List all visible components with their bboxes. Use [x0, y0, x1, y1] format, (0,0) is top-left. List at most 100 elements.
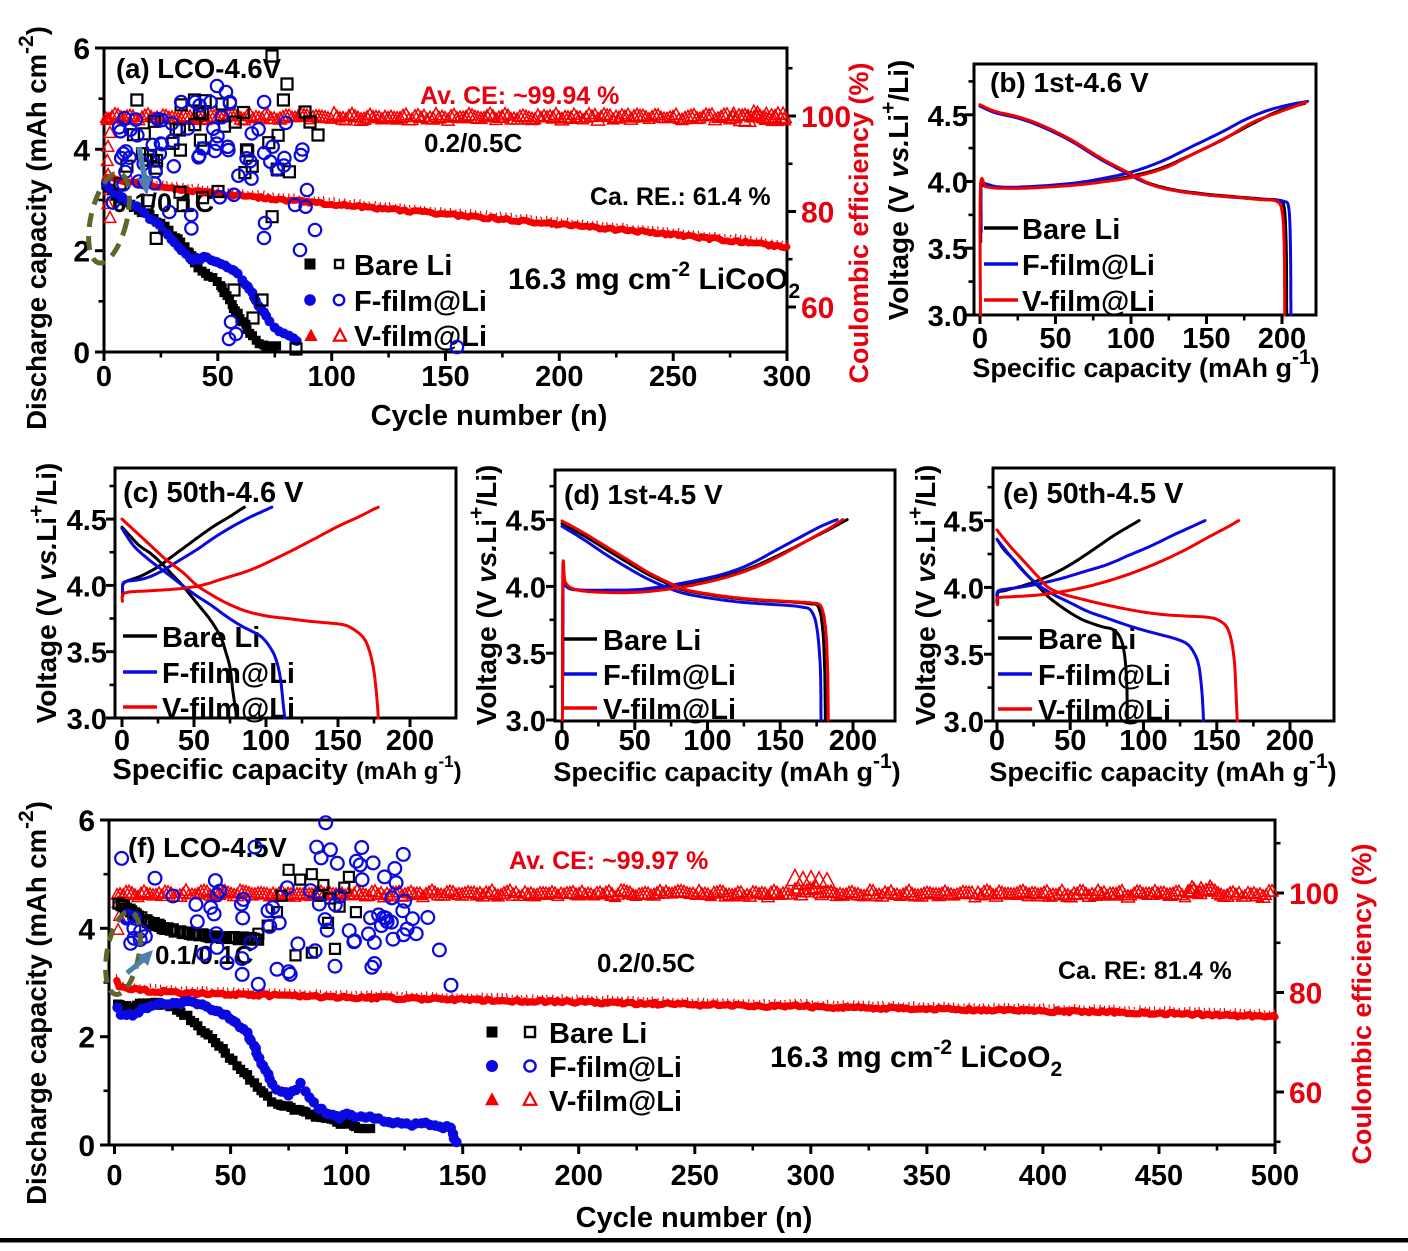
svg-text:Voltage (V vs.Li+/Li): Voltage (V vs.Li+/Li) [25, 463, 62, 724]
svg-text:Cycle number (n): Cycle number (n) [371, 400, 608, 432]
svg-text:100: 100 [242, 725, 290, 757]
svg-text:V-film@Li: V-film@Li [603, 694, 736, 726]
svg-text:Voltage (V vs.Li+/Li): Voltage (V vs.Li+/Li) [877, 60, 914, 321]
svg-text:Av. CE: ~99.97 %: Av. CE: ~99.97 % [509, 847, 708, 875]
svg-text:Av. CE: ~99.94 %: Av. CE: ~99.94 % [420, 82, 619, 110]
svg-text:0: 0 [96, 361, 112, 393]
svg-text:F-film@Li: F-film@Li [549, 1052, 682, 1084]
svg-text:F-film@Li: F-film@Li [603, 660, 736, 692]
svg-text:150: 150 [439, 1160, 487, 1192]
svg-text:16.3 mg cm-2 LiCoO2: 16.3 mg cm-2 LiCoO2 [770, 1036, 1062, 1081]
svg-text:0: 0 [554, 725, 570, 757]
svg-text:4: 4 [73, 134, 90, 167]
svg-text:300: 300 [787, 1160, 835, 1192]
svg-text:3.0: 3.0 [944, 707, 984, 739]
svg-text:Specific capacity (mAh g-1): Specific capacity (mAh g-1) [989, 750, 1336, 787]
svg-text:0: 0 [972, 323, 988, 355]
svg-text:0.2/0.5C: 0.2/0.5C [424, 128, 523, 158]
svg-text:4.0: 4.0 [928, 168, 968, 200]
svg-text:0: 0 [106, 1160, 122, 1192]
svg-text:V-film@Li: V-film@Li [1022, 286, 1155, 318]
svg-text:Specific capacity (mAh g-1): Specific capacity (mAh g-1) [112, 752, 461, 786]
svg-text:0: 0 [114, 725, 130, 757]
svg-text:100: 100 [1107, 323, 1155, 355]
svg-text:4.5: 4.5 [944, 507, 984, 539]
svg-text:0: 0 [989, 725, 1005, 757]
svg-text:(d) 1st-4.5 V: (d) 1st-4.5 V [564, 479, 723, 510]
svg-text:F-film@Li: F-film@Li [1022, 250, 1155, 282]
svg-text:4.5: 4.5 [67, 505, 107, 537]
svg-text:Specific capacity (mAh g-1): Specific capacity (mAh g-1) [972, 346, 1319, 383]
svg-text:Discharge capacity (mAh cm-2): Discharge capacity (mAh cm-2) [15, 801, 52, 1205]
svg-text:(b) 1st-4.6 V: (b) 1st-4.6 V [990, 67, 1149, 98]
svg-text:3.0: 3.0 [928, 301, 968, 333]
svg-text:Bare Li: Bare Li [549, 1018, 647, 1050]
svg-text:(e) 50th-4.5 V: (e) 50th-4.5 V [1003, 478, 1184, 510]
svg-text:F-film@Li: F-film@Li [1038, 660, 1171, 692]
svg-text:300: 300 [763, 361, 811, 393]
svg-text:200: 200 [1266, 725, 1314, 757]
svg-text:Discharge capacity (mAh cm-2): Discharge capacity (mAh cm-2) [15, 26, 52, 430]
svg-text:2: 2 [78, 1022, 95, 1055]
svg-text:4: 4 [78, 913, 95, 946]
svg-text:200: 200 [386, 725, 434, 757]
svg-text:16.3 mg cm-2 LiCoO2: 16.3 mg cm-2 LiCoO2 [508, 258, 800, 303]
svg-text:100: 100 [683, 725, 731, 757]
svg-text:0: 0 [73, 337, 90, 370]
svg-text:100: 100 [308, 361, 356, 393]
svg-text:200: 200 [829, 725, 877, 757]
svg-text:4.5: 4.5 [506, 506, 546, 538]
svg-text:50: 50 [1054, 725, 1086, 757]
svg-text:Bare Li: Bare Li [1022, 214, 1120, 246]
svg-text:4.0: 4.0 [944, 573, 984, 605]
svg-text:3.5: 3.5 [67, 638, 107, 670]
svg-text:6: 6 [73, 33, 90, 66]
svg-text:Bare Li: Bare Li [603, 625, 701, 657]
svg-text:100: 100 [1289, 878, 1339, 911]
svg-text:350: 350 [903, 1160, 951, 1192]
svg-text:150: 150 [1193, 725, 1241, 757]
svg-text:100: 100 [322, 1160, 370, 1192]
svg-text:150: 150 [314, 725, 362, 757]
svg-text:0.2/0.5C: 0.2/0.5C [597, 948, 696, 978]
svg-text:V-film@Li: V-film@Li [549, 1086, 682, 1118]
svg-text:V-film@Li: V-film@Li [1038, 695, 1171, 727]
svg-text:V-film@Li: V-film@Li [354, 321, 487, 353]
svg-text:500: 500 [1251, 1160, 1299, 1192]
svg-text:(c) 50th-4.6 V: (c) 50th-4.6 V [123, 477, 304, 509]
svg-text:0: 0 [78, 1130, 95, 1163]
svg-text:100: 100 [801, 101, 851, 134]
svg-text:150: 150 [1182, 323, 1230, 355]
svg-text:50: 50 [619, 725, 651, 757]
svg-text:50: 50 [214, 1160, 246, 1192]
svg-text:3.5: 3.5 [928, 234, 968, 266]
svg-text:Specific capacity (mAh g-1): Specific capacity (mAh g-1) [553, 750, 900, 787]
svg-text:3.0: 3.0 [506, 706, 546, 738]
svg-text:V-film@Li: V-film@Li [162, 693, 295, 725]
svg-text:50: 50 [178, 725, 210, 757]
svg-text:F-film@Li: F-film@Li [354, 286, 487, 318]
svg-text:200: 200 [555, 1160, 603, 1192]
svg-text:Cycle number (n): Cycle number (n) [576, 1202, 813, 1234]
svg-text:400: 400 [1019, 1160, 1067, 1192]
svg-text:150: 150 [421, 361, 469, 393]
svg-text:4.5: 4.5 [928, 101, 968, 133]
svg-text:50: 50 [1039, 323, 1071, 355]
svg-text:3.5: 3.5 [944, 640, 984, 672]
svg-text:2: 2 [73, 236, 90, 269]
svg-text:4.0: 4.0 [67, 571, 107, 603]
svg-text:150: 150 [756, 725, 804, 757]
svg-text:200: 200 [1258, 323, 1306, 355]
svg-text:3.0: 3.0 [67, 704, 107, 736]
svg-text:Voltage (V vs.Li+/Li): Voltage (V vs.Li+/Li) [904, 465, 941, 726]
svg-text:6: 6 [78, 805, 95, 838]
svg-text:Ca. RE: 81.4 %: Ca. RE: 81.4 % [1058, 957, 1232, 985]
svg-text:Ca. RE.: 61.4 %: Ca. RE.: 61.4 % [590, 183, 771, 211]
svg-text:200: 200 [535, 361, 583, 393]
svg-text:60: 60 [1289, 1077, 1322, 1110]
svg-text:250: 250 [649, 361, 697, 393]
svg-text:250: 250 [671, 1160, 719, 1192]
svg-text:80: 80 [801, 197, 834, 230]
svg-text:Bare Li: Bare Li [354, 250, 452, 282]
svg-text:80: 80 [1289, 978, 1322, 1011]
